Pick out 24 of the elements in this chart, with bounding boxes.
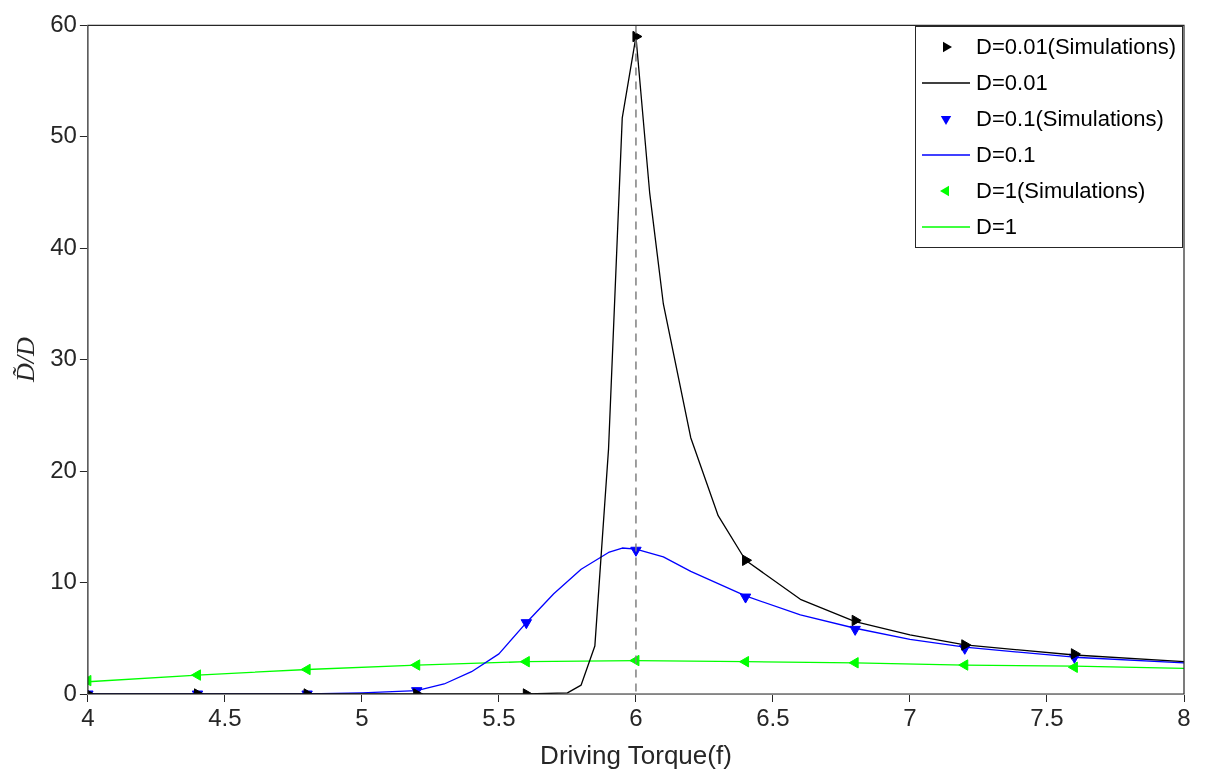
x-tick-label: 7 (903, 704, 917, 732)
y-tick-label: 50 (50, 121, 77, 149)
y-tick-label: 10 (50, 567, 77, 595)
x-tick-label: 5.5 (482, 704, 516, 732)
x-tick-label: 5 (355, 704, 369, 732)
y-tick-label: 60 (50, 10, 77, 38)
legend-label: D=1(Simulations) (976, 178, 1146, 205)
x-tick-label: 6.5 (756, 704, 790, 732)
x-tick-label: 4 (81, 704, 95, 732)
legend-label: D=0.01(Simulations) (976, 34, 1176, 61)
legend-label: D=0.1(Simulations) (976, 106, 1164, 133)
x-tick-label: 8 (1177, 704, 1191, 732)
x-tick-label: 4.5 (208, 704, 242, 732)
y-tick-label: 0 (63, 678, 77, 706)
y-axis-title: D̃/D (11, 337, 41, 384)
x-tick-label: 7.5 (1030, 704, 1064, 732)
legend-label: D=0.01 (976, 70, 1048, 97)
x-axis-title: Driving Torque(f) (540, 739, 732, 770)
x-tick-label: 6 (629, 704, 643, 732)
y-tick-label: 40 (50, 232, 77, 260)
legend-label: D=1 (976, 214, 1018, 241)
y-tick-label: 30 (50, 344, 77, 372)
y-tick-label: 20 (50, 455, 77, 483)
legend-label: D=0.1 (976, 142, 1036, 169)
